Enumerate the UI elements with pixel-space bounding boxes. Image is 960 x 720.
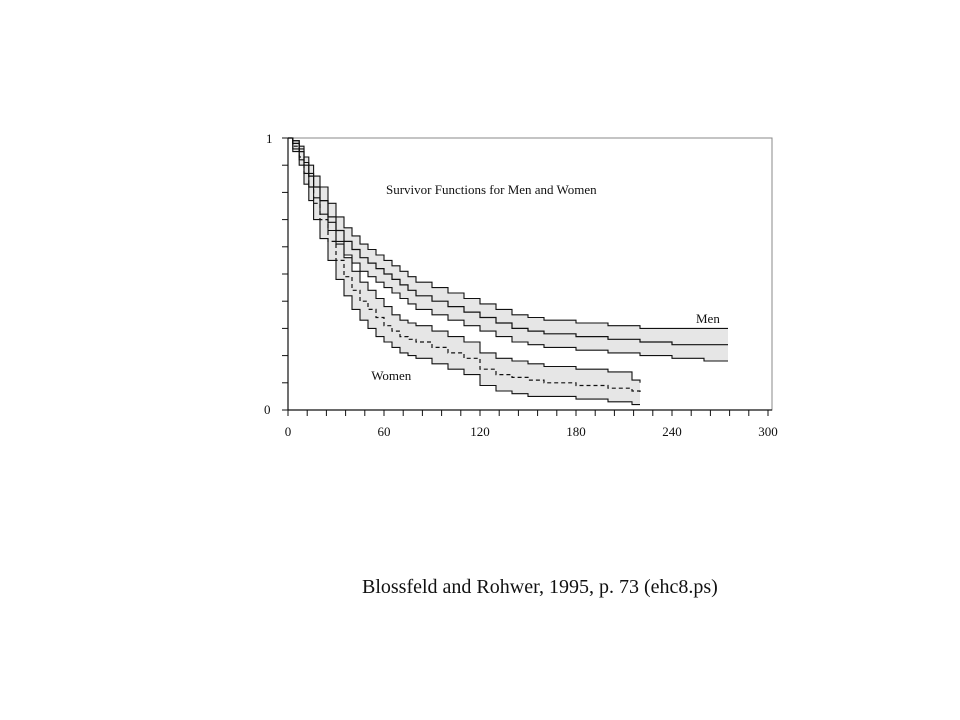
women-upper-bound (288, 137, 641, 383)
x-tick-label: 180 (566, 424, 586, 439)
x-tick-label: 0 (285, 424, 292, 439)
women-lower-bound (288, 137, 640, 406)
women-series-line (288, 137, 641, 394)
x-tick-label: 120 (470, 424, 490, 439)
x-tick-label: 60 (378, 424, 391, 439)
series-lines (288, 137, 728, 406)
series-annotation-men: Men (696, 311, 720, 326)
men-upper-bound (288, 137, 728, 329)
figure-caption: Blossfeld and Rohwer, 1995, p. 73 (ehc8.… (362, 576, 718, 598)
series-annotations: Men Women (371, 311, 720, 383)
axis-ticks: 0 60 120 180 240 300 1 0 (264, 131, 778, 439)
women-band (288, 138, 640, 405)
chart-title: Survivor Functions for Men and Women (386, 182, 597, 197)
men-lower-bound (288, 137, 728, 362)
y-tick-label: 1 (266, 131, 273, 146)
y-tick-label: 0 (264, 402, 271, 417)
x-tick-label: 300 (758, 424, 778, 439)
series-annotation-women: Women (371, 368, 412, 383)
x-tick-label: 240 (662, 424, 682, 439)
